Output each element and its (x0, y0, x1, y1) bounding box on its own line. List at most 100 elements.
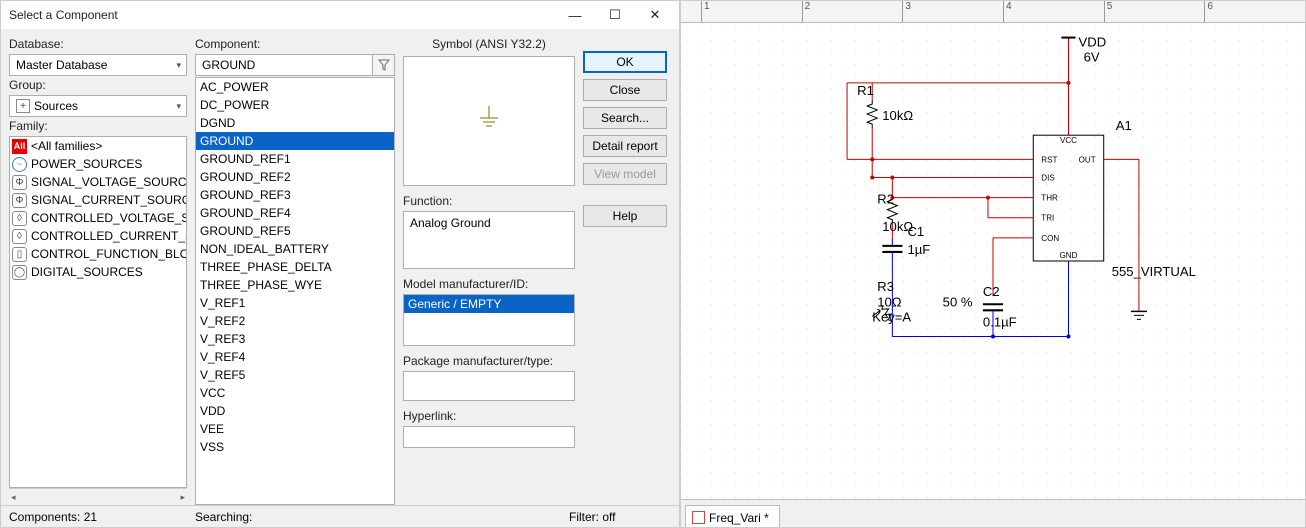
statusbar: Components: 21 Searching: Filter: off (1, 505, 679, 527)
component-item[interactable]: V_REF1 (196, 294, 394, 312)
function-box: Analog Ground (403, 211, 575, 269)
family-listbox[interactable]: All<All families>~POWER_SOURCESΦSIGNAL_V… (9, 136, 187, 488)
package-label: Package manufacturer/type: (403, 354, 575, 368)
component-column: Component: GROUND AC_POWERDC_POWERDGNDGR… (195, 35, 395, 505)
ground-symbol-icon (474, 106, 504, 136)
family-item[interactable]: ▯CONTROL_FUNCTION_BLOCKS (10, 245, 186, 263)
svg-text:RST: RST (1041, 155, 1057, 164)
close-button[interactable]: Close (583, 79, 667, 101)
maximize-button[interactable]: ☐ (595, 1, 635, 29)
component-item[interactable]: VCC (196, 384, 394, 402)
component-item[interactable]: VEE (196, 420, 394, 438)
ruler-tick: 3 (902, 1, 1003, 22)
component-input[interactable]: GROUND (195, 54, 373, 76)
component-item[interactable]: GROUND_REF4 (196, 204, 394, 222)
symbol-label: Symbol (ANSI Y32.2) (403, 37, 575, 51)
source-icon: + (16, 99, 30, 113)
family-icon: ~ (12, 157, 27, 172)
svg-text:THR: THR (1041, 194, 1058, 203)
svg-text:CON: CON (1041, 234, 1059, 243)
component-item[interactable]: THREE_PHASE_WYE (196, 276, 394, 294)
svg-text:TRI: TRI (1041, 214, 1054, 223)
window-title: Select a Component (9, 8, 555, 22)
hyperlink-input[interactable] (403, 426, 575, 448)
svg-text:50 %: 50 % (943, 294, 973, 309)
group-value: Sources (34, 99, 78, 113)
help-button[interactable]: Help (583, 205, 667, 227)
component-item[interactable]: GROUND_REF1 (196, 150, 394, 168)
family-item[interactable]: ◊CONTROLLED_CURRENT_SOURCES (10, 227, 186, 245)
document-tab[interactable]: Freq_Vari * (685, 505, 780, 527)
model-listbox[interactable]: Generic / EMPTY (403, 294, 575, 346)
svg-text:555_VIRTUAL: 555_VIRTUAL (1112, 264, 1196, 279)
component-item[interactable]: DC_POWER (196, 96, 394, 114)
schematic-svg: VCC OUT RST DIS THR TRI CON GND A1 555_V… (681, 23, 1305, 499)
horizontal-ruler: 123456 (681, 1, 1305, 23)
database-dropdown[interactable]: Master Database ▾ (9, 54, 187, 76)
detail-report-button[interactable]: Detail report (583, 135, 667, 157)
component-item[interactable]: THREE_PHASE_DELTA (196, 258, 394, 276)
component-item[interactable]: GROUND (196, 132, 394, 150)
titlebar: Select a Component — ☐ ✕ (1, 1, 679, 29)
component-item[interactable]: VSS (196, 438, 394, 456)
family-icon: ▯ (12, 247, 27, 262)
detail-column: Symbol (ANSI Y32.2) Function: Analog Gro… (403, 35, 575, 505)
component-item[interactable]: V_REF3 (196, 330, 394, 348)
family-icon: ◊ (12, 229, 27, 244)
component-item[interactable]: AC_POWER (196, 78, 394, 96)
family-scrollbar[interactable]: ◂▸ (9, 488, 187, 505)
group-dropdown[interactable]: + Sources ▾ (9, 95, 187, 117)
component-item[interactable]: GROUND_REF2 (196, 168, 394, 186)
family-icon: ◊ (12, 211, 27, 226)
component-item[interactable]: GROUND_REF5 (196, 222, 394, 240)
component-item[interactable]: V_REF4 (196, 348, 394, 366)
family-item[interactable]: ΦSIGNAL_CURRENT_SOURCES (10, 191, 186, 209)
filter-button[interactable] (373, 54, 395, 76)
svg-text:GND: GND (1060, 251, 1078, 260)
ok-button[interactable]: OK (583, 51, 667, 73)
family-item[interactable]: ~POWER_SOURCES (10, 155, 186, 173)
family-label: Family: (9, 119, 187, 133)
minimize-button[interactable]: — (555, 1, 595, 29)
hyperlink-label: Hyperlink: (403, 409, 575, 423)
ruler-tick: 4 (1003, 1, 1104, 22)
family-icon: Φ (12, 193, 27, 208)
component-item[interactable]: NON_IDEAL_BATTERY (196, 240, 394, 258)
svg-text:R3: R3 (877, 279, 894, 294)
family-icon: Φ (12, 175, 27, 190)
dialog-body: Database: Master Database ▾ Group: + Sou… (1, 29, 679, 505)
left-column: Database: Master Database ▾ Group: + Sou… (9, 35, 187, 505)
status-searching: Searching: (187, 510, 569, 524)
ruler-tick: 6 (1204, 1, 1305, 22)
component-item[interactable]: V_REF5 (196, 366, 394, 384)
svg-text:10kΩ: 10kΩ (882, 108, 913, 123)
svg-text:C1: C1 (907, 224, 924, 239)
component-item[interactable]: DGND (196, 114, 394, 132)
schematic-canvas[interactable]: VCC OUT RST DIS THR TRI CON GND A1 555_V… (681, 23, 1305, 499)
schematic-pane: 123456 VCC OUT RST DIS THR TRI CON GND A… (680, 0, 1306, 528)
component-item[interactable]: VDD (196, 402, 394, 420)
document-icon (692, 511, 705, 524)
model-item[interactable]: Generic / EMPTY (404, 295, 574, 313)
component-listbox[interactable]: AC_POWERDC_POWERDGNDGROUNDGROUND_REF1GRO… (195, 77, 395, 505)
component-item[interactable]: GROUND_REF3 (196, 186, 394, 204)
close-window-button[interactable]: ✕ (635, 1, 675, 29)
search-button[interactable]: Search... (583, 107, 667, 129)
component-label: Component: (195, 37, 395, 51)
chevron-down-icon: ▾ (176, 101, 181, 112)
svg-text:VDD: VDD (1079, 35, 1107, 50)
family-item[interactable]: ◊CONTROLLED_VOLTAGE_SOURCES (10, 209, 186, 227)
family-item[interactable]: ΦSIGNAL_VOLTAGE_SOURCES (10, 173, 186, 191)
ruler-tick: 1 (701, 1, 802, 22)
svg-text:A1: A1 (1116, 118, 1132, 133)
ruler-tick: 5 (1104, 1, 1205, 22)
function-label: Function: (403, 194, 575, 208)
family-icon: ◯ (12, 265, 27, 280)
view-model-button[interactable]: View model (583, 163, 667, 185)
ruler-tick: 2 (802, 1, 903, 22)
status-filter: Filter: off (569, 510, 679, 524)
svg-text:1µF: 1µF (907, 242, 930, 257)
family-item[interactable]: All<All families> (10, 137, 186, 155)
component-item[interactable]: V_REF2 (196, 312, 394, 330)
family-item[interactable]: ◯DIGITAL_SOURCES (10, 263, 186, 281)
